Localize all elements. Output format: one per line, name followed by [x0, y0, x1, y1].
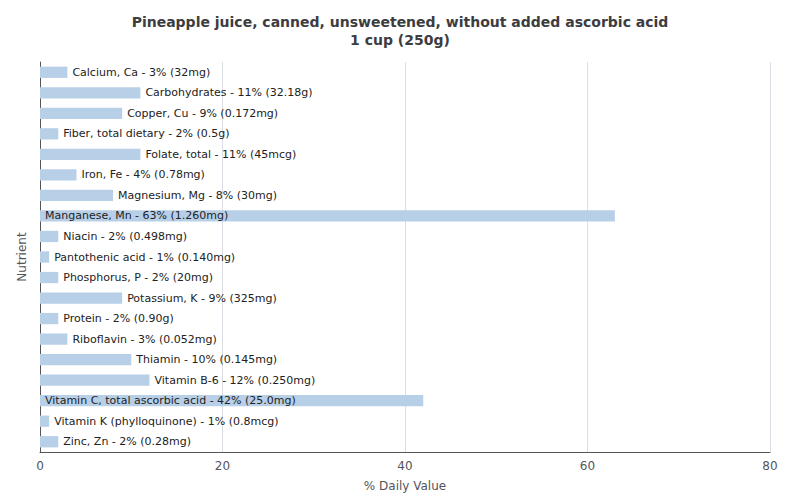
svg-text:% Daily Value: % Daily Value — [364, 479, 446, 493]
svg-text:Pineapple juice, canned, unswe: Pineapple juice, canned, unsweetened, wi… — [132, 14, 669, 30]
svg-text:Carbohydrates - 11% (32.18g): Carbohydrates - 11% (32.18g) — [145, 86, 312, 99]
svg-text:Zinc, Zn - 2% (0.28mg): Zinc, Zn - 2% (0.28mg) — [63, 435, 191, 448]
svg-text:1 cup (250g): 1 cup (250g) — [350, 32, 450, 48]
svg-text:Protein - 2% (0.90g): Protein - 2% (0.90g) — [63, 312, 174, 325]
svg-text:Vitamin C, total ascorbic acid: Vitamin C, total ascorbic acid - 42% (25… — [45, 394, 296, 407]
svg-text:0: 0 — [36, 459, 44, 473]
svg-text:40: 40 — [397, 459, 412, 473]
svg-text:Copper, Cu - 9% (0.172mg): Copper, Cu - 9% (0.172mg) — [127, 107, 278, 120]
svg-text:Niacin - 2% (0.498mg): Niacin - 2% (0.498mg) — [63, 230, 187, 243]
svg-text:80: 80 — [762, 459, 777, 473]
svg-text:20: 20 — [215, 459, 230, 473]
svg-text:Fiber, total dietary - 2% (0.5: Fiber, total dietary - 2% (0.5g) — [63, 127, 229, 140]
svg-text:Manganese, Mn - 63% (1.260mg): Manganese, Mn - 63% (1.260mg) — [45, 209, 228, 222]
svg-text:Potassium, K - 9% (325mg): Potassium, K - 9% (325mg) — [127, 292, 277, 305]
svg-text:Magnesium, Mg - 8% (30mg): Magnesium, Mg - 8% (30mg) — [118, 189, 277, 202]
svg-text:Folate, total - 11% (45mcg): Folate, total - 11% (45mcg) — [145, 148, 296, 161]
svg-text:Vitamin B-6 - 12% (0.250mg): Vitamin B-6 - 12% (0.250mg) — [155, 374, 316, 387]
svg-text:Calcium, Ca - 3% (32mg): Calcium, Ca - 3% (32mg) — [72, 66, 210, 79]
svg-text:60: 60 — [580, 459, 595, 473]
svg-text:Nutrient: Nutrient — [15, 232, 29, 282]
svg-text:Riboflavin - 3% (0.052mg): Riboflavin - 3% (0.052mg) — [72, 333, 216, 346]
svg-text:Phosphorus, P - 2% (20mg): Phosphorus, P - 2% (20mg) — [63, 271, 213, 284]
svg-text:Thiamin - 10% (0.145mg): Thiamin - 10% (0.145mg) — [135, 353, 277, 366]
svg-text:Pantothenic acid - 1% (0.140mg: Pantothenic acid - 1% (0.140mg) — [54, 251, 235, 264]
svg-text:Vitamin K (phylloquinone) - 1%: Vitamin K (phylloquinone) - 1% (0.8mcg) — [54, 415, 278, 428]
svg-text:Iron, Fe - 4% (0.78mg): Iron, Fe - 4% (0.78mg) — [82, 168, 205, 181]
